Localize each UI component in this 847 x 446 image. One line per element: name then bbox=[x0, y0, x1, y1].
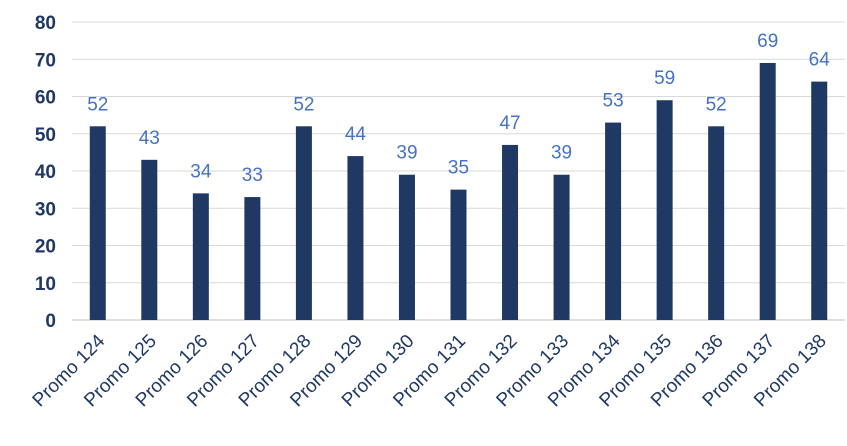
bars bbox=[89, 62, 828, 320]
bar bbox=[450, 189, 467, 320]
bar bbox=[708, 126, 725, 320]
data-label: 52 bbox=[293, 94, 314, 115]
bar bbox=[141, 159, 158, 320]
y-axis-ticks: 0 10 20 30 40 50 60 70 80 bbox=[35, 13, 56, 332]
data-label: 33 bbox=[242, 165, 263, 186]
y-tick-label: 60 bbox=[35, 88, 56, 109]
y-tick-label: 40 bbox=[35, 162, 56, 183]
bar bbox=[553, 174, 570, 320]
bar bbox=[192, 193, 209, 320]
y-tick-label: 50 bbox=[35, 125, 56, 146]
bar bbox=[605, 122, 622, 320]
data-label: 52 bbox=[706, 94, 727, 115]
data-label: 52 bbox=[87, 94, 108, 115]
data-label: 69 bbox=[757, 31, 778, 52]
data-label: 53 bbox=[603, 91, 624, 112]
bar bbox=[811, 81, 828, 320]
bar bbox=[89, 126, 106, 320]
data-label: 43 bbox=[139, 128, 160, 149]
data-label: 44 bbox=[345, 124, 367, 145]
data-label: 59 bbox=[654, 68, 675, 89]
data-label: 34 bbox=[190, 161, 212, 182]
data-label: 35 bbox=[448, 158, 469, 179]
data-label: 39 bbox=[396, 143, 417, 164]
bar bbox=[656, 100, 673, 320]
y-tick-label: 0 bbox=[45, 311, 56, 332]
bar bbox=[347, 156, 364, 320]
data-labels: 52 43 34 33 52 44 39 35 47 39 53 59 52 69 64 bbox=[87, 31, 830, 186]
bar bbox=[244, 197, 261, 320]
y-tick-label: 80 bbox=[35, 13, 56, 34]
y-tick-label: 70 bbox=[35, 50, 56, 71]
bar bbox=[295, 126, 312, 320]
data-label: 64 bbox=[809, 50, 831, 71]
data-label: 47 bbox=[499, 113, 520, 134]
data-label: 39 bbox=[551, 143, 572, 164]
bar bbox=[502, 144, 519, 320]
y-tick-label: 10 bbox=[35, 274, 56, 295]
y-tick-label: 20 bbox=[35, 237, 56, 258]
bar bbox=[398, 174, 415, 320]
bar bbox=[759, 62, 776, 320]
y-tick-label: 30 bbox=[35, 199, 56, 220]
